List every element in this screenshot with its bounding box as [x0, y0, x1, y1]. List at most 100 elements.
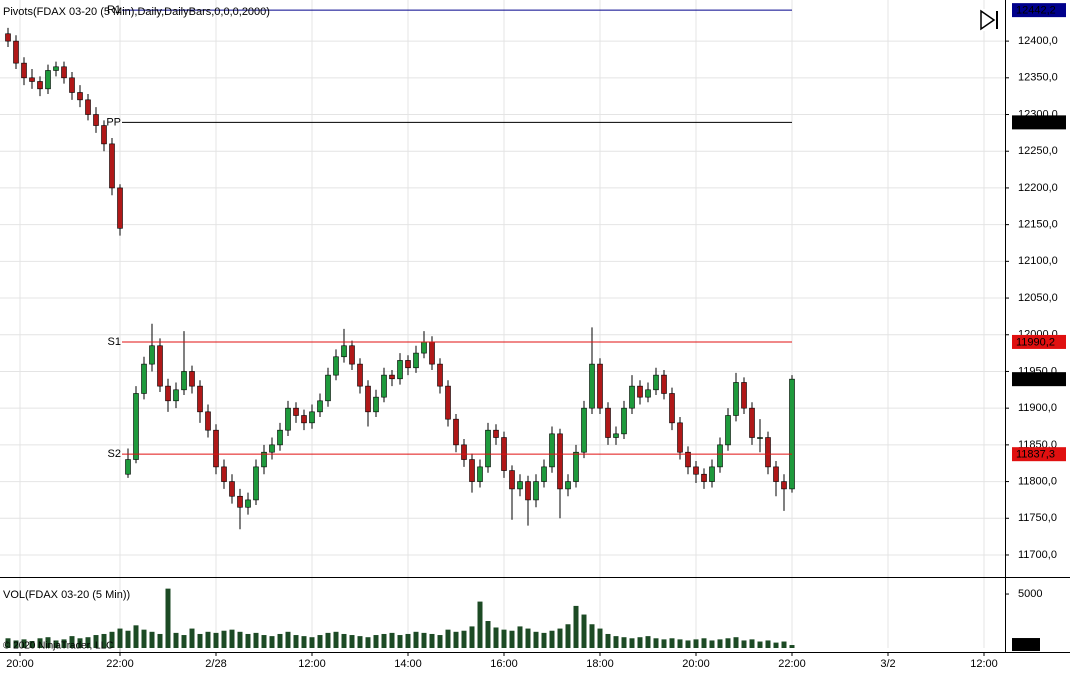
x-tick-label: 12:00 [298, 658, 326, 670]
volume-bar [789, 645, 795, 648]
candle-body [773, 466, 779, 482]
candle-body [381, 374, 387, 398]
candle-body [101, 125, 107, 145]
candle-body [621, 407, 627, 435]
volume-bar [381, 633, 387, 648]
volume-bar [717, 639, 723, 648]
volume-bar [165, 588, 171, 648]
candle-body [629, 385, 635, 409]
x-tick-label: 12:00 [970, 658, 998, 670]
candle-body [653, 374, 659, 391]
candle-body [181, 371, 187, 391]
candle-body [749, 407, 755, 438]
volume-bar [293, 635, 299, 648]
volume-bar [669, 638, 675, 648]
candle-body [509, 470, 515, 490]
price-marker [1012, 115, 1066, 130]
volume-bar [437, 635, 443, 648]
candle-body [69, 77, 75, 93]
candle-body [173, 389, 179, 402]
volume-bar [77, 638, 83, 648]
volume-bar [349, 635, 355, 648]
volume-bar [693, 639, 699, 648]
candle-body [453, 418, 459, 446]
candle-body [213, 429, 219, 468]
volume-bar [277, 633, 283, 648]
volume-bar [725, 638, 731, 648]
candle-body [277, 429, 283, 446]
volume-bar [109, 631, 115, 648]
candle-body [661, 374, 667, 394]
volume-bar [85, 637, 91, 648]
candle-body [493, 429, 499, 438]
y-tick-label: 11800,0 [1018, 475, 1057, 487]
volume-bar [677, 639, 683, 648]
candle-body [189, 371, 195, 387]
candle-body [389, 374, 395, 380]
volume-bar [413, 631, 419, 648]
candle-body [77, 92, 83, 101]
candle-body [293, 407, 299, 416]
volume-bar [637, 637, 643, 648]
price-marker [1012, 334, 1066, 349]
candle-body [45, 70, 51, 90]
candle-body [549, 433, 555, 468]
x-tick-label: 22:00 [778, 658, 806, 670]
volume-bar [605, 633, 611, 648]
candle-body [309, 411, 315, 424]
volume-bar [13, 640, 19, 648]
volume-bar [757, 641, 763, 648]
volume-bar [341, 633, 347, 648]
last-price-marker [1012, 372, 1066, 387]
volume-bar [741, 640, 747, 648]
scroll-end-button[interactable] [978, 9, 1002, 31]
price-marker [1012, 3, 1066, 18]
candle-body [413, 352, 419, 369]
candle-body [709, 466, 715, 482]
candle-body [285, 407, 291, 431]
candle-body [645, 389, 651, 398]
candle-body [605, 407, 611, 438]
volume-bar [5, 638, 11, 648]
volume-bar [197, 633, 203, 648]
candle-body [117, 187, 123, 229]
candle-body [109, 143, 115, 189]
candle-body [677, 422, 683, 453]
volume-bar [749, 639, 755, 648]
volume-bar [301, 636, 307, 648]
candle-body [85, 99, 91, 115]
volume-bar [237, 631, 243, 648]
candle-body [357, 363, 363, 387]
candle-body [269, 444, 275, 453]
candle-body [317, 400, 323, 413]
candle-body [525, 481, 531, 501]
play-icon[interactable] [980, 9, 996, 31]
volume-bar [133, 625, 139, 648]
volume-bar [213, 632, 219, 648]
volume-bar [549, 630, 555, 648]
pivot-name: S2 [108, 448, 121, 460]
y-tick-label: 5000 [1018, 588, 1042, 600]
x-tick-label: 20:00 [6, 658, 34, 670]
y-tick-label: 12250,0 [1018, 145, 1058, 157]
copyright: © 2020 NinjaTrader, LLC [3, 641, 113, 652]
price-marker [1012, 447, 1066, 462]
volume-bar [125, 630, 131, 648]
candle-body [365, 385, 371, 413]
candle-body [141, 363, 147, 394]
candle-body [765, 437, 771, 468]
volume-bar [221, 630, 227, 648]
candle-body [157, 345, 163, 387]
y-tick-label: 12200,0 [1018, 182, 1058, 194]
volume-bar [613, 636, 619, 648]
candle-body [333, 356, 339, 376]
volume-bar [541, 632, 547, 648]
volume-title: VOL(FDAX 03-20 (5 Min)) [3, 589, 130, 601]
candle-body [541, 466, 547, 482]
candle-body [597, 363, 603, 409]
volume-bar [397, 635, 403, 648]
candle-body [725, 415, 731, 446]
candle-body [613, 433, 619, 438]
